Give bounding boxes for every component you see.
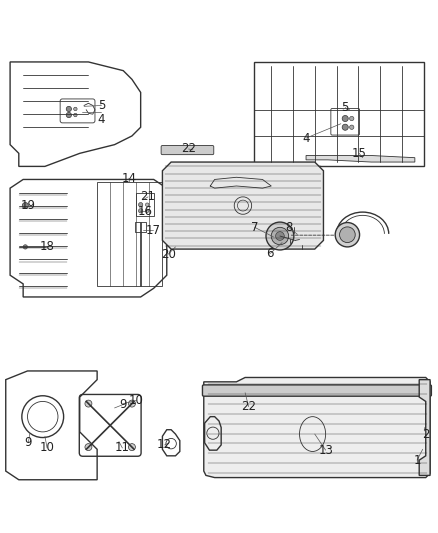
Text: 21: 21 <box>141 190 155 204</box>
Circle shape <box>350 125 354 130</box>
Text: 1: 1 <box>413 454 421 467</box>
Circle shape <box>138 208 143 213</box>
Circle shape <box>66 112 71 118</box>
Bar <box>135 222 146 232</box>
Circle shape <box>339 227 355 243</box>
Circle shape <box>22 203 28 208</box>
Circle shape <box>74 107 77 111</box>
Text: 2: 2 <box>422 427 430 441</box>
Polygon shape <box>419 379 430 475</box>
Text: 7: 7 <box>251 221 258 234</box>
Circle shape <box>138 203 143 207</box>
Circle shape <box>74 114 77 117</box>
Text: 10: 10 <box>40 441 54 455</box>
Bar <box>136 192 154 216</box>
Circle shape <box>266 222 294 250</box>
Circle shape <box>350 116 354 120</box>
Circle shape <box>342 124 348 130</box>
Polygon shape <box>306 156 415 162</box>
Text: 22: 22 <box>181 142 196 156</box>
Circle shape <box>85 400 92 407</box>
Text: 13: 13 <box>318 443 333 457</box>
Text: 5: 5 <box>98 99 105 112</box>
Circle shape <box>145 203 149 206</box>
Text: 8: 8 <box>285 221 292 234</box>
Text: 17: 17 <box>145 224 160 237</box>
Text: 6: 6 <box>267 247 274 260</box>
Circle shape <box>23 245 28 249</box>
FancyBboxPatch shape <box>161 146 214 155</box>
Text: 4: 4 <box>98 113 105 126</box>
Circle shape <box>276 232 284 240</box>
Text: 15: 15 <box>352 147 367 160</box>
Text: 14: 14 <box>121 172 136 184</box>
Circle shape <box>342 116 348 122</box>
Circle shape <box>145 209 149 213</box>
Text: 9: 9 <box>120 398 127 411</box>
Circle shape <box>271 228 289 245</box>
Text: 9: 9 <box>25 437 32 449</box>
Circle shape <box>128 400 135 407</box>
Text: 22: 22 <box>241 400 256 413</box>
Text: 12: 12 <box>157 439 172 451</box>
Text: 19: 19 <box>21 199 36 212</box>
Circle shape <box>128 443 135 450</box>
Text: 5: 5 <box>342 101 349 114</box>
Text: 18: 18 <box>40 240 54 253</box>
Circle shape <box>335 223 360 247</box>
Text: 10: 10 <box>129 394 144 407</box>
Text: 11: 11 <box>115 441 130 455</box>
Polygon shape <box>204 377 430 478</box>
Text: 20: 20 <box>161 248 176 261</box>
Circle shape <box>66 107 71 111</box>
Polygon shape <box>162 162 323 249</box>
Circle shape <box>85 443 92 450</box>
Text: 16: 16 <box>138 205 152 217</box>
Text: 4: 4 <box>302 132 310 144</box>
FancyBboxPatch shape <box>202 385 431 396</box>
